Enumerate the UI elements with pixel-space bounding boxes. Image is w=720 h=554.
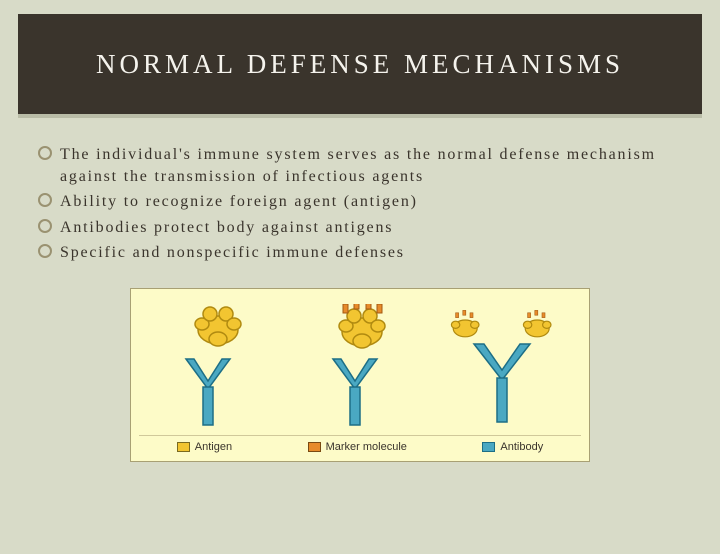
header-divider [18,114,702,118]
bullet-text: The individual's immune system serves as… [60,146,656,185]
antigen-antibody-diagram: Antigen Marker molecule Antibody [130,288,590,462]
legend-item-antigen: Antigen [177,441,232,453]
content-area: The individual's immune system serves as… [0,126,720,472]
legend-label: Marker molecule [326,441,407,453]
diagram-legend: Antigen Marker molecule Antibody [139,435,581,453]
diagram-col-bound [442,304,572,429]
legend-item-antibody: Antibody [482,441,543,453]
slide-title: NORMAL DEFENSE MECHANISMS [96,49,624,80]
legend-item-marker: Marker molecule [308,441,407,453]
antigen-antibody-icon [158,304,268,429]
bullet-text: Antibodies protect body against antigens [60,219,393,236]
bullet-item: Antibodies protect body against antigens [38,217,682,239]
bullet-marker-icon [38,146,52,160]
bullet-marker-icon [38,193,52,207]
bullet-item: Ability to recognize foreign agent (anti… [38,191,682,213]
marker-antibody-icon [300,304,420,429]
diagram-col-antigen [148,304,278,429]
bullet-item: Specific and nonspecific immune defenses [38,242,682,264]
bullet-marker-icon [38,244,52,258]
diagram-col-marker [295,304,425,429]
bullet-item: The individual's immune system serves as… [38,144,682,187]
legend-label: Antibody [500,441,543,453]
legend-swatch-icon [177,442,190,452]
bullet-list: The individual's immune system serves as… [38,144,682,264]
legend-swatch-icon [482,442,495,452]
title-bar: NORMAL DEFENSE MECHANISMS [18,14,702,114]
legend-swatch-icon [308,442,321,452]
legend-label: Antigen [195,441,232,453]
bullet-marker-icon [38,219,52,233]
bullet-text: Ability to recognize foreign agent (anti… [60,193,418,210]
bullet-text: Specific and nonspecific immune defenses [60,244,405,261]
bound-antibody-icon [442,304,572,429]
diagram-row [139,299,581,429]
